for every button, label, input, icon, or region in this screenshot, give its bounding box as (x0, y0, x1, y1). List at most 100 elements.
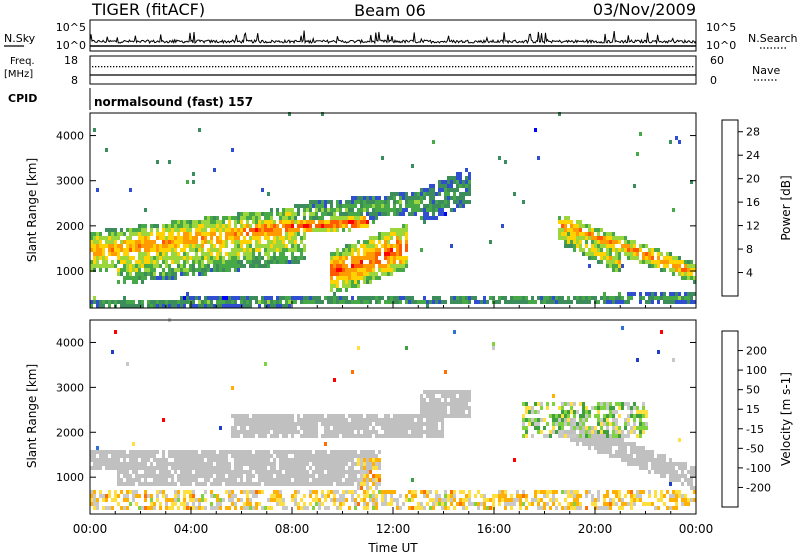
velocity-cell (255, 450, 258, 454)
velocity-cell (648, 502, 651, 506)
velocity-cell (654, 494, 657, 498)
velocity-cell (456, 410, 459, 414)
power-cell (435, 200, 438, 204)
nsearch-tick-top: 10^5 (706, 21, 736, 34)
velocity-cell (453, 398, 456, 402)
power-cell (114, 300, 117, 304)
velocity-cell (594, 406, 597, 410)
power-cell (378, 300, 381, 304)
velocity-cell (579, 438, 582, 442)
velocity-cell (150, 466, 153, 470)
nave-dot (368, 66, 370, 68)
power-cell (330, 220, 333, 224)
velocity-cell (96, 466, 99, 470)
power-cell (264, 220, 267, 224)
velocity-cell (333, 418, 336, 422)
power-cell (351, 276, 354, 280)
power-cell (156, 224, 159, 228)
power-cell (210, 260, 213, 264)
velocity-cell (276, 482, 279, 486)
power-cell (264, 296, 267, 300)
velocity-cell (192, 458, 195, 462)
power-cell (243, 228, 246, 232)
power-cell (360, 244, 363, 248)
velocity-cell (315, 482, 318, 486)
velocity-cell (384, 422, 387, 426)
velocity-cell (630, 430, 633, 434)
velocity-cell (411, 414, 414, 418)
power-cell (375, 296, 378, 300)
velocity-cell (282, 430, 285, 434)
velocity-cell (339, 474, 342, 478)
power-cell (357, 296, 360, 300)
velocity-cell (690, 474, 693, 478)
velocity-cell (654, 490, 657, 494)
power-cell (405, 208, 408, 212)
velocity-cell (123, 458, 126, 462)
power-cell (204, 264, 207, 268)
velocity-cell (336, 450, 339, 454)
power-cell (306, 228, 309, 232)
velocity-cell (249, 498, 252, 502)
power-cell (201, 268, 204, 272)
power-cell (174, 268, 177, 272)
power-cell (618, 260, 621, 264)
power-cell (108, 244, 111, 248)
power-cell (225, 244, 228, 248)
velocity-cell (660, 490, 663, 494)
velocity-cell (351, 414, 354, 418)
velocity-cell (666, 506, 669, 510)
velocity-cell (279, 426, 282, 430)
velocity-cell (546, 502, 549, 506)
velocity-cell (369, 454, 372, 458)
power-cell (408, 204, 411, 208)
power-cell (690, 264, 693, 268)
velocity-cell (276, 450, 279, 454)
power-cell (471, 296, 474, 300)
velocity-cell (597, 494, 600, 498)
power-cell (168, 232, 171, 236)
nave-dot (281, 66, 283, 68)
velocity-cell (378, 418, 381, 422)
velocity-cell (102, 506, 105, 510)
power-cell (99, 236, 102, 240)
power-cell (225, 240, 228, 244)
power-cell (168, 268, 171, 272)
velocity-cell (189, 478, 192, 482)
velocity-cell (555, 422, 558, 426)
velocity-cell (318, 478, 321, 482)
power-cell (213, 256, 216, 260)
velocity-cell (531, 422, 534, 426)
power-cell (315, 212, 318, 216)
velocity-cell (321, 454, 324, 458)
velocity-cell (462, 390, 465, 394)
power-cell (642, 260, 645, 264)
power-cell (222, 300, 225, 304)
power-cell (129, 304, 132, 308)
power-cell (525, 296, 528, 300)
velocity-cell (135, 474, 138, 478)
power-cell (606, 296, 609, 300)
velocity-cell (102, 454, 105, 458)
power-cell (177, 236, 180, 240)
velocity-cell (390, 490, 393, 494)
velocity-cell (144, 482, 147, 486)
power-cell (153, 272, 156, 276)
power-cell (384, 232, 387, 236)
power-cell (171, 248, 174, 252)
power-cell (564, 240, 567, 244)
velocity-cell (333, 494, 336, 498)
velocity-cell (120, 462, 123, 466)
power-cell (129, 248, 132, 252)
velocity-cell (180, 482, 183, 486)
velocity-cell (681, 474, 684, 478)
velocity-cell (165, 466, 168, 470)
velocity-cell (234, 502, 237, 506)
velocity-cell (195, 506, 198, 510)
nave-dot (632, 66, 634, 68)
velocity-cell (414, 434, 417, 438)
nave-dot (512, 66, 514, 68)
power-cell (240, 220, 243, 224)
velocity-cell (630, 462, 633, 466)
power-cell (321, 200, 324, 204)
